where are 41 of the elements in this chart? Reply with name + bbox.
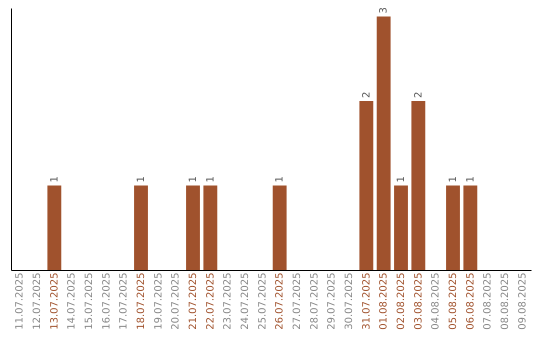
x-tick-label: 09.08.2025 [517, 272, 528, 330]
data-label: 1 [448, 176, 459, 182]
data-label: 2 [413, 92, 424, 98]
x-tick-label: 27.07.2025 [292, 272, 303, 330]
x-tick-label: 31.07.2025 [361, 272, 372, 330]
x-tick-label: 29.07.2025 [326, 272, 338, 330]
x-tick-label: 08.08.2025 [500, 272, 511, 330]
data-label: 1 [274, 176, 286, 182]
x-tick-label: 14.07.2025 [66, 272, 78, 330]
data-label: 1 [49, 176, 60, 182]
x-tick-label: 02.08.2025 [396, 272, 407, 330]
x-tick-label: 15.07.2025 [84, 272, 95, 330]
x-tick-label: 12.07.2025 [32, 272, 43, 330]
x-tick-label: 21.07.2025 [188, 272, 199, 330]
x-tick-label: 05.08.2025 [448, 272, 459, 330]
x-tick-label: 23.07.2025 [222, 272, 234, 330]
x-tick-label: 26.07.2025 [274, 272, 286, 330]
x-tick-label: 17.07.2025 [118, 272, 130, 330]
x-tick-label: 30.07.2025 [344, 272, 355, 330]
x-tick-label: 06.08.2025 [465, 272, 476, 330]
x-tick-label: 13.07.2025 [49, 272, 60, 330]
x-tick-label: 20.07.2025 [170, 272, 182, 330]
x-tick-label: 19.07.2025 [153, 272, 164, 330]
data-label: 1 [396, 176, 407, 182]
data-label: 3 [378, 7, 390, 14]
x-tick-label: 22.07.2025 [205, 272, 216, 330]
data-label: 2 [361, 92, 372, 98]
x-tick-label: 01.08.2025 [378, 272, 390, 330]
data-label: 1 [188, 176, 199, 182]
data-label: 1 [465, 176, 476, 182]
x-tick-label: 25.07.2025 [257, 272, 268, 330]
x-tick-label: 04.08.2025 [430, 272, 442, 330]
data-label: 1 [205, 176, 216, 182]
x-tick-label: 07.08.2025 [482, 272, 494, 330]
x-tick-label: 28.07.2025 [309, 272, 320, 330]
x-tick-label: 24.07.2025 [240, 272, 251, 330]
x-tick-label: 03.08.2025 [413, 272, 424, 330]
x-tick-label: 18.07.2025 [136, 272, 147, 330]
data-label: 1 [136, 176, 147, 182]
x-tick-label: 11.07.2025 [14, 272, 26, 330]
x-tick-label: 16.07.2025 [101, 272, 112, 330]
